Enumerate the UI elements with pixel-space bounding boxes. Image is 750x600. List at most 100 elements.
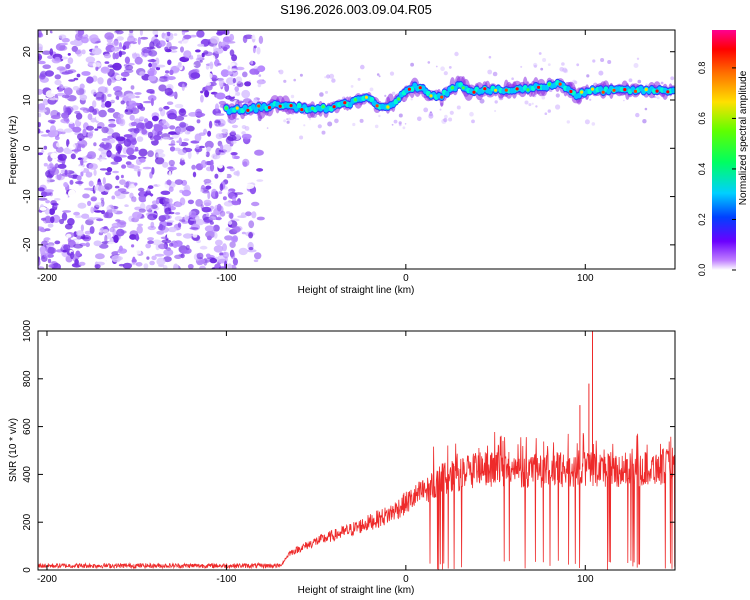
noise-blob <box>195 49 201 53</box>
noise-blob <box>141 46 152 54</box>
colorbar-gradient <box>712 30 736 270</box>
noise-blob <box>38 266 45 269</box>
noise-blob <box>232 77 237 84</box>
noise-blob <box>120 71 130 77</box>
noise-blob <box>188 112 199 117</box>
noise-blob <box>88 180 94 187</box>
noise-blob <box>57 153 67 161</box>
noise-blob <box>57 231 66 238</box>
noise-blob <box>88 163 98 170</box>
noise-blob <box>210 36 220 44</box>
noise-blob <box>111 195 116 200</box>
noise-blob <box>125 109 129 112</box>
noise-blob <box>128 41 137 45</box>
noise-blob <box>133 250 142 255</box>
noise-blob <box>38 43 43 51</box>
noise-blob <box>214 173 219 179</box>
noise-blob <box>162 197 171 205</box>
noise-blob <box>152 134 162 141</box>
noise-blob <box>43 145 48 150</box>
noise-blob <box>204 84 213 91</box>
noise-blob <box>191 164 196 170</box>
ridge-peak <box>580 90 584 94</box>
noise-blob <box>44 107 51 116</box>
noise-blob <box>220 143 224 151</box>
ridge-peak <box>633 89 638 93</box>
noise-blob <box>164 207 172 215</box>
noise-blob <box>168 131 177 135</box>
noise-blob <box>104 253 112 258</box>
noise-blob <box>213 44 217 53</box>
noise-blob <box>108 98 118 103</box>
noise-blob <box>183 50 192 59</box>
noise-blob <box>242 35 248 44</box>
scatter-dot <box>598 70 604 76</box>
noise-blob <box>175 65 182 68</box>
noise-blob <box>169 146 176 152</box>
noise-blob <box>154 253 165 257</box>
noise-blob <box>147 131 153 139</box>
scatter-dot <box>435 65 438 68</box>
noise-blob <box>135 262 143 267</box>
noise-blob <box>131 244 135 248</box>
noise-blob <box>204 140 214 149</box>
noise-blob <box>241 89 251 99</box>
scatter-dot <box>540 67 544 71</box>
scatter-dot <box>584 119 590 125</box>
noise-blob <box>89 226 95 234</box>
noise-blob <box>206 146 212 152</box>
noise-blob <box>38 128 41 134</box>
scatter-dot <box>398 113 403 118</box>
noise-blob <box>89 34 99 43</box>
noise-blob <box>202 42 209 46</box>
noise-blob <box>192 171 197 178</box>
noise-blob <box>116 36 124 41</box>
noise-blob <box>100 66 110 74</box>
noise-blob <box>227 263 233 269</box>
noise-blob <box>122 77 127 82</box>
snr-ytick-label: 200 <box>22 513 33 530</box>
noise-blob <box>127 154 137 160</box>
noise-blob <box>104 32 115 40</box>
noise-blob <box>99 158 107 163</box>
noise-blob <box>68 189 76 198</box>
noise-blob <box>92 100 97 108</box>
noise-blob <box>216 203 222 212</box>
noise-blob <box>207 191 211 200</box>
noise-blob <box>75 220 83 226</box>
noise-blob <box>173 54 179 61</box>
noise-blob <box>87 113 93 120</box>
scatter-dot <box>225 132 229 136</box>
scatter-dot <box>544 112 548 115</box>
colorbar-tick-label: 0.2 <box>697 213 707 226</box>
noise-blob <box>187 264 194 269</box>
noise-blob <box>105 171 112 176</box>
noise-blob <box>254 252 262 260</box>
noise-blob <box>120 191 130 195</box>
noise-blob <box>142 166 152 170</box>
colorbar-tick-label: 0.0 <box>697 264 707 277</box>
noise-blob <box>252 123 259 130</box>
noise-blob <box>208 120 213 129</box>
snr-series <box>38 331 675 570</box>
noise-blob <box>89 132 94 136</box>
noise-blob <box>200 159 207 168</box>
noise-blob <box>70 153 76 160</box>
noise-blob <box>147 185 154 190</box>
noise-blob <box>90 89 97 95</box>
noise-blob <box>118 245 123 252</box>
noise-blob <box>181 83 185 91</box>
scatter-dot <box>325 90 328 94</box>
scatter-dot <box>244 125 250 131</box>
noise-blob <box>138 148 148 157</box>
scatter-dot <box>642 119 647 124</box>
scatter-dot <box>538 52 542 55</box>
noise-blob <box>204 225 215 232</box>
scatter-dot <box>423 107 429 113</box>
noise-blob <box>132 105 137 112</box>
noise-blob <box>145 204 153 212</box>
noise-blob <box>67 238 72 243</box>
noise-blob <box>147 240 154 244</box>
ridge-peak <box>246 108 250 112</box>
noise-blob <box>213 245 224 253</box>
